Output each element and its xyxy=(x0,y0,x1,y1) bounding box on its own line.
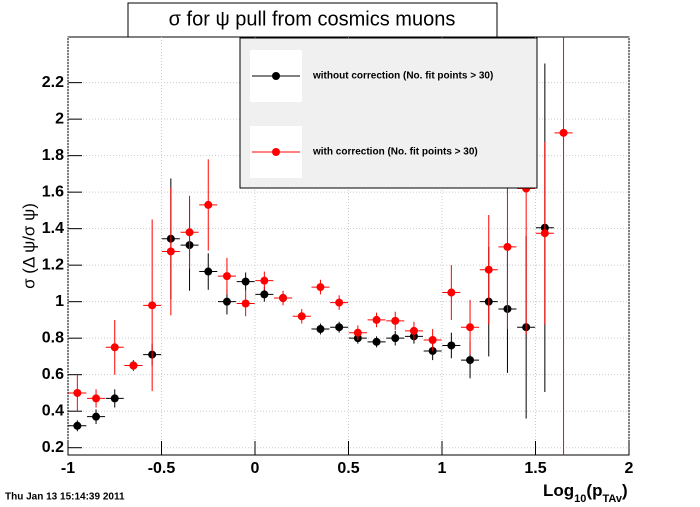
point xyxy=(73,388,82,397)
y-tick-label: 1.4 xyxy=(42,220,64,237)
point xyxy=(503,242,512,251)
point xyxy=(260,290,269,299)
point xyxy=(559,128,568,137)
x-tick-label: -0.5 xyxy=(148,460,176,477)
point xyxy=(466,323,475,332)
x-tick-label: 0 xyxy=(251,460,260,477)
legend-swatch-marker xyxy=(272,72,280,80)
point xyxy=(166,247,175,256)
point xyxy=(409,326,418,335)
point xyxy=(73,421,82,430)
y-tick-label: 0.2 xyxy=(42,439,64,456)
x-tick-label: 0.5 xyxy=(337,460,359,477)
point xyxy=(222,297,231,306)
point xyxy=(204,267,213,276)
y-tick-label: 1.8 xyxy=(42,147,64,164)
x-tick-label: 1 xyxy=(438,460,447,477)
y-axis-label: σ (Δ ψ/σ ψ) xyxy=(19,203,38,289)
point xyxy=(110,394,119,403)
point xyxy=(204,200,213,209)
point xyxy=(447,288,456,297)
point xyxy=(297,312,306,321)
x-axis-label: Log10(pTAv) xyxy=(543,481,628,504)
point xyxy=(335,298,344,307)
y-tick-label: 2 xyxy=(55,110,64,127)
y-tick-label: 1.2 xyxy=(42,256,64,273)
point xyxy=(372,315,381,324)
legend-label: without correction (No. fit points > 30) xyxy=(312,71,493,82)
point xyxy=(335,323,344,332)
y-tick-label: 2.2 xyxy=(42,74,64,91)
point xyxy=(391,316,400,325)
point xyxy=(92,412,101,421)
point xyxy=(428,336,437,345)
x-tick-label: 1.5 xyxy=(524,460,546,477)
title-box xyxy=(127,2,498,38)
x-tick-label: -1 xyxy=(61,460,75,477)
timestamp: Thu Jan 13 15:14:39 2011 xyxy=(5,492,125,503)
point xyxy=(129,361,138,370)
point xyxy=(110,343,119,352)
point xyxy=(185,228,194,237)
x-label-part: TAv xyxy=(602,493,622,505)
point xyxy=(241,277,250,286)
point xyxy=(279,294,288,303)
point xyxy=(241,299,250,308)
y-tick-label: 1.6 xyxy=(42,183,64,200)
point xyxy=(260,276,269,285)
legend-swatch-marker xyxy=(272,148,280,156)
legend: without correction (No. fit points > 30)… xyxy=(239,37,538,189)
point xyxy=(372,337,381,346)
point xyxy=(447,341,456,350)
point xyxy=(316,325,325,334)
point xyxy=(540,229,549,238)
point xyxy=(316,283,325,292)
x-label-part: ) xyxy=(622,481,628,500)
point xyxy=(391,334,400,343)
legend-label: with correction (No. fit points > 30) xyxy=(312,147,478,158)
x-tick-label: 2 xyxy=(625,460,634,477)
x-label-part: 10 xyxy=(574,493,586,505)
y-tick-label: 0.8 xyxy=(42,329,64,346)
point xyxy=(222,272,231,281)
x-label-part: (p xyxy=(586,481,602,500)
y-tick-label: 0.4 xyxy=(42,402,64,419)
point xyxy=(148,301,157,310)
y-tick-label: 0.6 xyxy=(42,366,64,383)
x-label-part: Log xyxy=(543,481,574,500)
y-tick-label: 1 xyxy=(55,293,64,310)
point xyxy=(466,356,475,365)
point xyxy=(92,394,101,403)
chart-title: σ for ψ pull from cosmics muons xyxy=(169,8,456,30)
point xyxy=(353,328,362,337)
point xyxy=(484,265,493,274)
